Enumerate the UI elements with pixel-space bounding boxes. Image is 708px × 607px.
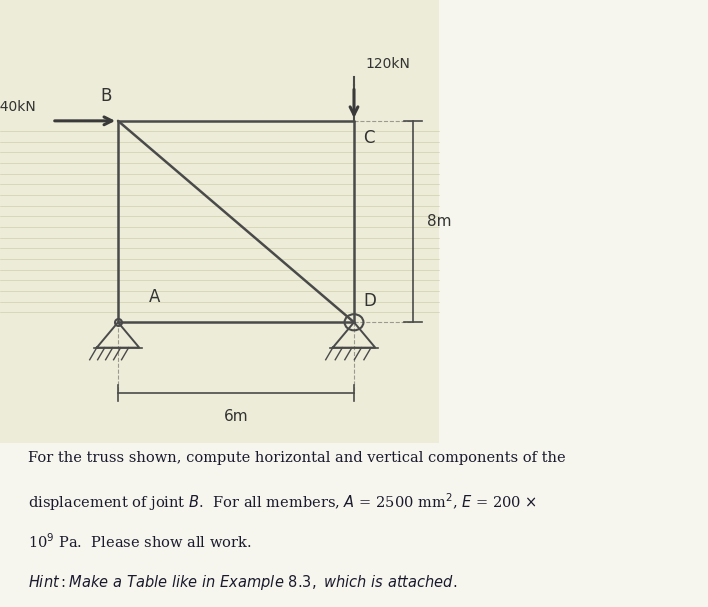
Text: D: D xyxy=(363,292,377,310)
Text: displacement of joint $B$.  For all members, $A$ = 2500 mm$^2$, $E$ = 200 $\time: displacement of joint $B$. For all membe… xyxy=(28,492,537,513)
Text: C: C xyxy=(363,129,375,147)
Bar xyxy=(0,0,439,443)
Text: 10$^9$ Pa.  Please show all work.: 10$^9$ Pa. Please show all work. xyxy=(28,532,252,551)
Text: 6m: 6m xyxy=(224,409,249,424)
Text: B: B xyxy=(101,87,112,105)
Text: For the truss shown, compute horizontal and vertical components of the: For the truss shown, compute horizontal … xyxy=(28,450,566,464)
Text: 120kN: 120kN xyxy=(366,58,411,72)
Text: $\mathit{Hint: Make\ a\ Table\ like\ in\ Example\ 8.3,\ which\ is\ attached.}$: $\mathit{Hint: Make\ a\ Table\ like\ in\… xyxy=(28,573,457,592)
Text: 240kN: 240kN xyxy=(0,100,35,114)
Text: 8m: 8m xyxy=(427,214,452,229)
Text: A: A xyxy=(149,288,160,306)
